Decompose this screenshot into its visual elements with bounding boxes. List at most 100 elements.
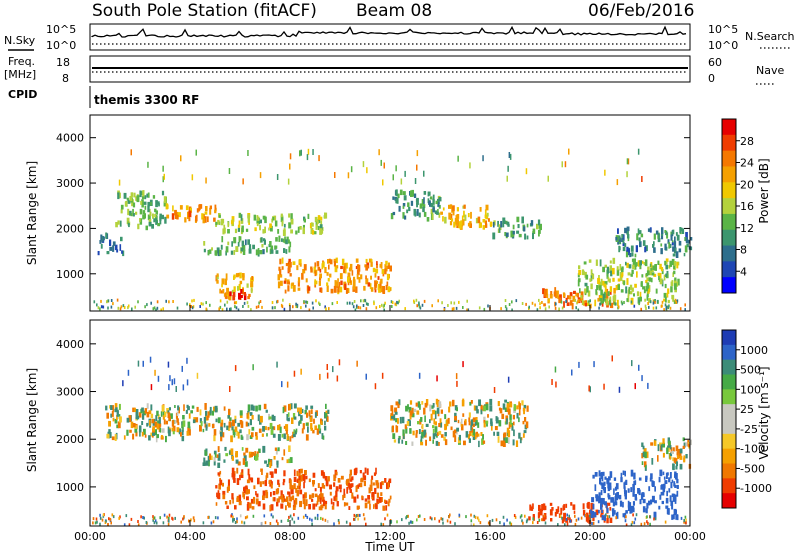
scatter-cell [438,401,442,408]
scatter-cell [302,224,305,230]
scatter-cell [604,501,607,506]
scatter-cell [422,204,426,209]
scatter-cell [235,246,239,252]
scatter-cell [430,413,433,421]
nsky-left-tick: 10^5 [46,23,76,36]
scatter-cell [538,504,541,512]
scatter-cell [590,269,593,276]
scatter-cell [355,286,358,293]
scatter-cell [549,509,553,516]
scatter-cell [173,378,176,385]
scatter-cell [420,435,423,441]
scatter-cell [432,439,434,444]
scatter-cell [230,307,232,311]
scatter-cell [685,454,688,459]
scatter-cell [338,484,342,490]
scatter-cell [432,425,435,429]
scatter-cell [240,218,244,224]
scatter-cell [248,244,252,250]
scatter-cell [157,414,160,419]
colorbar-tick-label: 500 [740,364,761,377]
scatter-cell [354,308,357,312]
scatter-cell [438,204,441,209]
scatter-cell [268,458,270,465]
scatter-cell [328,307,330,311]
scatter-cell [539,223,542,231]
scatter-cell [632,501,635,506]
scatter-cell [391,425,394,433]
scatter-cell [236,517,238,521]
scatter-cell [620,273,624,278]
scatter-cell [376,263,378,269]
scatter-cell [682,445,685,449]
scatter-cell [335,490,338,497]
scatter-cell [510,522,513,526]
scatter-cell [661,300,664,304]
scatter-cell [152,195,156,199]
scatter-cell [239,272,242,279]
scatter-cell [502,223,505,228]
scatter-cell [299,407,302,414]
scatter-cell [270,429,274,435]
scatter-cell [639,260,642,266]
scatter-cell [392,433,396,439]
scatter-cell [598,295,601,300]
scatter-cell [427,198,430,204]
scatter-cell [580,297,583,301]
scatter-cell [333,474,336,482]
scatter-cell [416,164,418,171]
scatter-cell [456,207,459,212]
scatter-cell [121,250,123,254]
scatter-cell [148,410,152,415]
scatter-cell [277,281,281,289]
scatter-cell [631,252,634,257]
scatter-cell [319,498,322,504]
scatter-cell [118,403,121,410]
scatter-cell [402,429,405,436]
scatter-cell [622,239,625,244]
scatter-cell [208,460,210,467]
scatter-cell [244,516,247,520]
scatter-cell [578,270,582,276]
scatter-cell [204,216,207,223]
scatter-cell [652,265,655,271]
scatter-cell [264,426,267,431]
scatter-cell [421,401,424,405]
colorbar-segment [722,433,736,450]
scatter-cell [208,423,211,427]
scatter-cell [363,475,367,481]
scatter-cell [293,370,296,377]
scatter-cell [286,434,289,441]
scatter-cell [154,519,157,523]
scatter-cell [266,433,268,437]
scatter-cell [324,305,326,309]
scatter-cell [519,515,522,519]
scatter-cell [663,476,666,480]
scatter-cell [590,283,593,290]
scatter-cell [266,246,268,253]
scatter-cell [415,199,419,203]
scatter-cell [457,224,460,229]
scatter-cell [226,307,228,311]
scatter-cell [110,299,113,302]
scatter-cell [137,223,140,230]
scatter-cell [639,499,642,505]
scatter-cell [620,477,623,483]
scatter-cell [237,241,240,247]
scatter-cell [401,416,405,424]
scatter-cell [637,488,640,494]
scatter-cell [199,418,202,423]
scatter-cell [322,499,326,507]
scatter-cell [365,302,368,306]
scatter-cell [191,405,195,409]
scatter-cell [567,295,570,300]
scatter-cell [236,520,238,524]
scatter-cell [589,278,592,282]
scatter-cell [385,260,388,265]
scatter-cell [677,278,680,286]
scatter-cell [234,305,236,309]
scatter-cell [107,523,109,527]
scatter-cell [687,439,689,447]
scatter-cell [398,299,400,303]
scatter-cell [466,308,468,312]
